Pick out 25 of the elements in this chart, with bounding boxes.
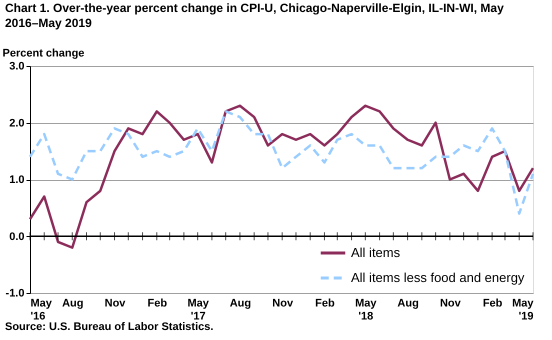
line-series — [28, 104, 534, 249]
x-tick-label: Feb — [315, 298, 336, 310]
x-tick-label: May '17 — [187, 298, 210, 322]
chart-title: Chart 1. Over-the-year percent change in CPI-U, Chicago-Naperville-Elgin, IL-IN-WI, May 2016–May 2019 — [5, 1, 504, 30]
y-tick-label: 1.0 — [9, 174, 24, 186]
x-tick-label: Aug — [397, 298, 419, 310]
y-tick-label: 2.0 — [9, 117, 24, 130]
source-note: Source: U.S. Bureau of Labor Statistics. — [5, 321, 214, 333]
y-tick-label: -1.0 — [6, 288, 24, 300]
x-tick-label: Nov — [272, 298, 294, 310]
line-series — [28, 110, 534, 215]
x-tick-label: Feb — [482, 298, 503, 310]
x-tick-label: Nov — [440, 298, 462, 310]
x-tick-label: May '18 — [355, 298, 378, 322]
x-tick-label: Nov — [104, 298, 126, 310]
x-tick-label: Aug — [62, 298, 84, 310]
y-tick-label: 0.0 — [9, 230, 24, 243]
x-tick-label: Aug — [230, 298, 252, 310]
y-tick-label: 3.0 — [9, 60, 24, 72]
legend-label: All items — [351, 245, 401, 260]
x-tick-label: Feb — [148, 298, 168, 310]
x-tick-label: May '16 — [30, 298, 53, 322]
legend-label: All items less food and energy — [351, 270, 525, 285]
y-axis-title: Percent change — [2, 48, 84, 60]
x-tick-label: May '19 — [512, 298, 534, 322]
